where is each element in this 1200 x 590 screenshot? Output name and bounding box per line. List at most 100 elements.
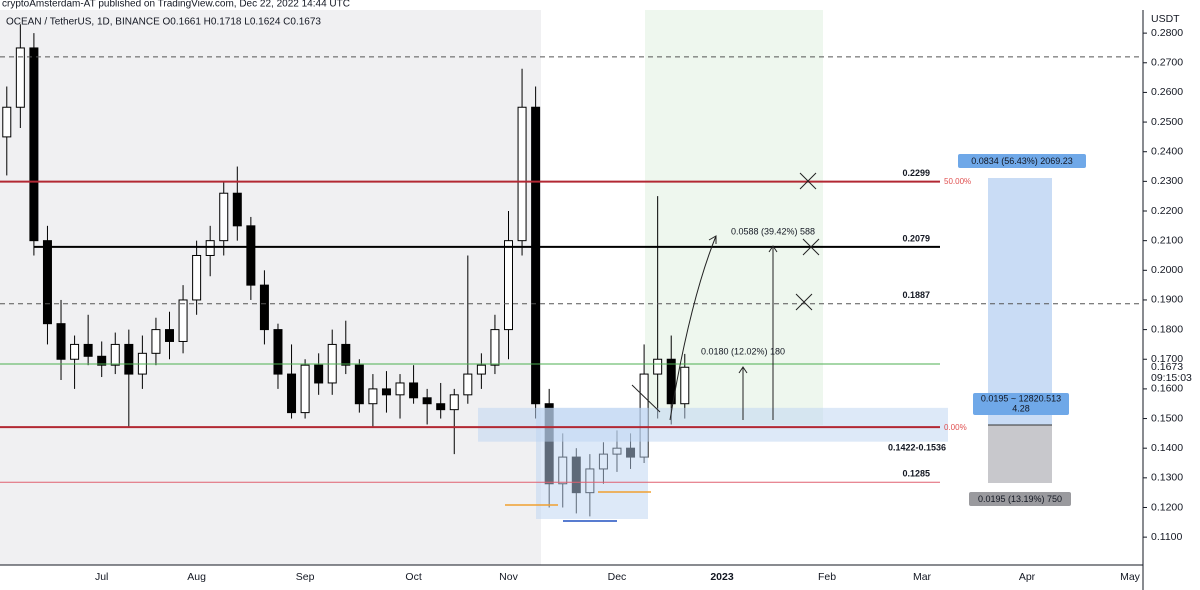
- target-box: [988, 178, 1052, 425]
- candle-body: [110, 343, 120, 366]
- x-tick-label: 2023: [710, 571, 734, 583]
- candle-body: [680, 366, 690, 405]
- candle-body: [232, 192, 242, 227]
- ratio-badge: [973, 393, 1069, 415]
- symbol-info: OCEAN / TetherUS, 1D, BINANCE O0.1661 H0…: [6, 17, 321, 28]
- candle-body: [97, 355, 107, 366]
- candle-body: [151, 329, 161, 354]
- candle-body: [354, 364, 364, 405]
- accumulation-box: [536, 407, 648, 519]
- candle-body: [422, 397, 432, 405]
- candle-body: [341, 343, 351, 366]
- y-tick-label: 0.2500: [1151, 116, 1183, 128]
- candle-body: [666, 358, 676, 405]
- x-tick-label: Jul: [95, 571, 108, 583]
- level-label: 0.2079: [902, 233, 930, 243]
- candle-body: [517, 106, 527, 242]
- y-tick-label: 0.2200: [1151, 205, 1183, 217]
- ratio-label: 0.0195 ~ 12820.513: [981, 393, 1061, 403]
- y-tick-label: 0.2800: [1151, 27, 1183, 39]
- candle-body: [314, 364, 324, 384]
- candle-body: [381, 388, 391, 396]
- y-tick-label: 0.1100: [1151, 531, 1182, 543]
- swing-line: [631, 384, 661, 413]
- zone-label: 0.1422-0.1536: [888, 442, 946, 452]
- candle-body: [192, 254, 202, 301]
- currency: USDT: [1151, 13, 1180, 25]
- candle-body: [409, 382, 419, 399]
- candle-body: [653, 358, 663, 375]
- cross: [795, 293, 813, 311]
- candle-body: [436, 403, 446, 411]
- candle-body: [2, 106, 12, 138]
- candle-body: [368, 388, 378, 405]
- last-price: 0.1673: [1151, 361, 1183, 373]
- x-tick-label: Aug: [187, 571, 206, 583]
- ratio-value: 4.28: [1012, 403, 1030, 413]
- candle-body: [124, 343, 134, 375]
- candle-body: [15, 47, 25, 108]
- candle-body: [287, 373, 297, 414]
- y-tick-label: 0.2300: [1151, 175, 1183, 187]
- target-badge: [958, 154, 1086, 168]
- candle-body: [56, 323, 66, 360]
- x-tick-label: Mar: [913, 571, 932, 583]
- stop-badge: [969, 492, 1071, 506]
- y-tick-label: 0.1200: [1151, 501, 1183, 513]
- candle-body: [273, 329, 283, 375]
- y-tick-label: 0.1400: [1151, 442, 1183, 454]
- level-label: 0.1285: [902, 469, 930, 479]
- arrow: [738, 366, 748, 420]
- y-tick-label: 0.1300: [1151, 472, 1183, 484]
- x-tick-label: Nov: [499, 571, 518, 583]
- candle-body: [178, 299, 188, 342]
- cross: [799, 172, 817, 190]
- cross: [802, 238, 820, 256]
- y-tick-label: 0.2600: [1151, 86, 1183, 98]
- candle-body: [463, 373, 473, 396]
- target-label: 0.0834 (56.43%) 2069.23: [971, 156, 1073, 166]
- fib-label: 0.00%: [944, 423, 967, 432]
- candle-body: [259, 284, 269, 331]
- stop-label: 0.0195 (13.19%) 750: [978, 494, 1062, 504]
- candle-body: [449, 394, 459, 411]
- candle-body: [531, 106, 541, 405]
- x-tick-label: Sep: [296, 571, 315, 583]
- y-tick-label: 0.2700: [1151, 57, 1183, 69]
- measure-label: 0.0588 (39.42%) 588: [731, 226, 815, 236]
- candle-body: [246, 225, 256, 286]
- candle-body: [42, 240, 52, 325]
- candle-body: [70, 343, 80, 360]
- x-tick-label: May: [1120, 571, 1141, 583]
- candle-body: [476, 364, 486, 375]
- x-tick-label: Feb: [818, 571, 836, 583]
- y-tick-label: 0.1900: [1151, 294, 1183, 306]
- target-region: [645, 10, 823, 425]
- fib-label: 50.00%: [944, 177, 971, 186]
- level-label: 0.2299: [902, 168, 930, 178]
- candle-body: [219, 192, 229, 242]
- y-tick-label: 0.1500: [1151, 412, 1183, 424]
- candle-body: [490, 329, 500, 366]
- measure-label: 0.0180 (12.02%) 180: [701, 346, 785, 356]
- y-tick-label: 0.2400: [1151, 145, 1183, 157]
- candle-body: [29, 47, 39, 242]
- candle-body: [83, 343, 93, 357]
- candle-body: [504, 240, 513, 331]
- y-tick-label: 0.2000: [1151, 264, 1183, 276]
- candle-body: [395, 382, 405, 396]
- candle-body: [300, 364, 310, 414]
- y-tick-label: 0.1700: [1151, 353, 1183, 365]
- x-tick-label: Apr: [1019, 571, 1036, 583]
- x-tick-label: Dec: [608, 571, 627, 583]
- shaded-region: [0, 10, 541, 565]
- y-tick-label: 0.1800: [1151, 323, 1183, 335]
- arrow: [768, 245, 778, 420]
- header: cryptoAmsterdam-AT published on TradingV…: [2, 0, 350, 10]
- level-label: 0.1887: [902, 290, 930, 300]
- projection-arrow: [669, 235, 717, 421]
- candle-body: [165, 329, 174, 342]
- stop-box: [988, 425, 1052, 483]
- candle-body: [205, 240, 215, 256]
